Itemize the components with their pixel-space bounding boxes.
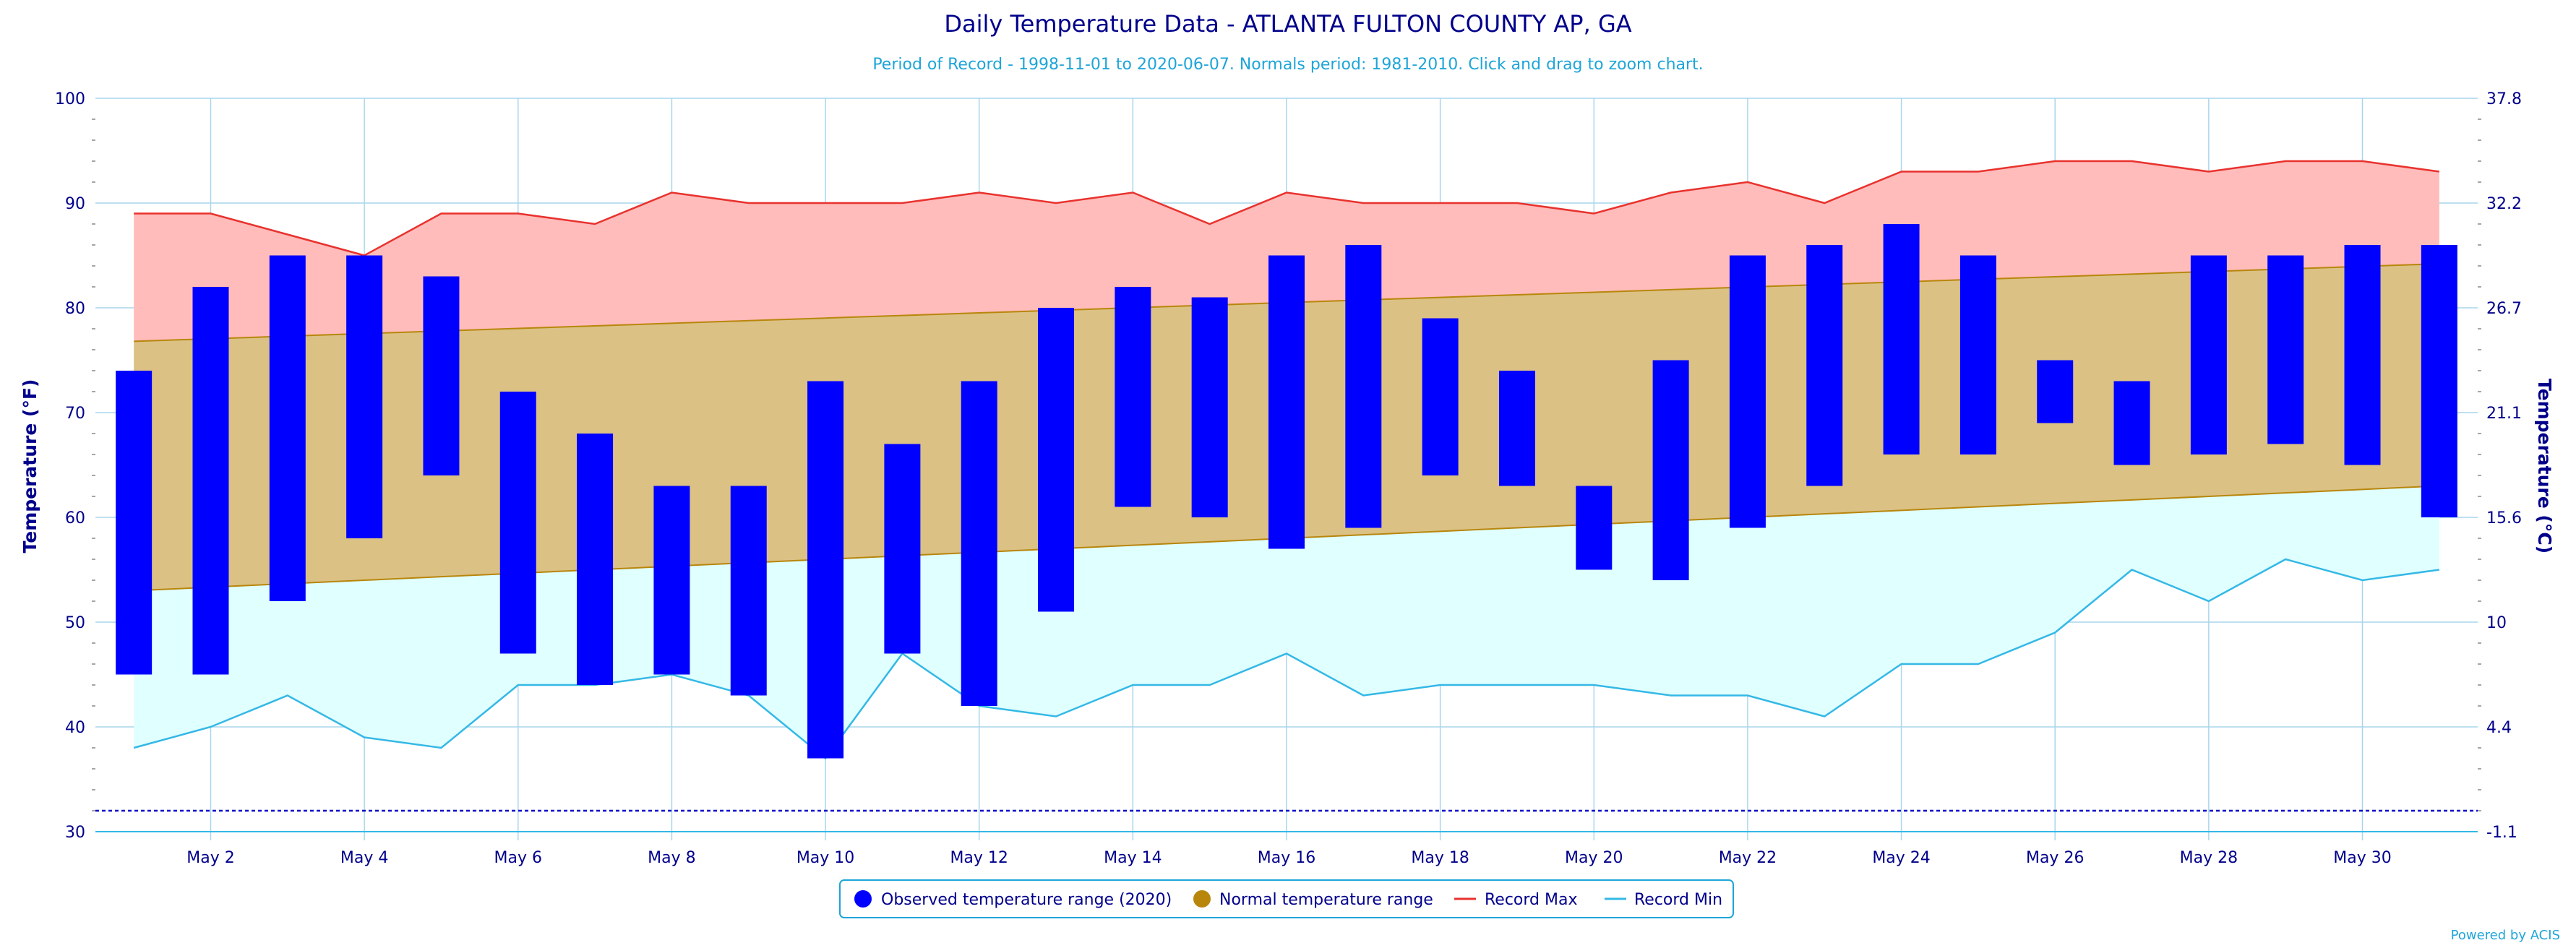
observed-bar-may-10[interactable]	[807, 381, 844, 759]
legend-label-normal: Normal temperature range	[1219, 891, 1433, 909]
legend-item-normal[interactable]: Normal temperature range	[1193, 890, 1433, 909]
observed-bar-may-29[interactable]	[2267, 255, 2304, 444]
observed-bar-may-5[interactable]	[423, 276, 460, 476]
observed-bar-may-16[interactable]	[1268, 255, 1305, 549]
y2-tick-label-1: 4.4	[2486, 719, 2512, 737]
legend-item-observed[interactable]: Observed temperature range (2020)	[854, 890, 1172, 909]
observed-bar-may-27[interactable]	[2113, 381, 2150, 465]
x-tick-label-26: May 26	[2026, 849, 2084, 867]
observed-bar-may-22[interactable]	[1729, 255, 1766, 528]
observed-bar-may-23[interactable]	[1806, 245, 1843, 486]
observed-bar-may-11[interactable]	[884, 444, 921, 654]
observed-bar-may-31[interactable]	[2421, 245, 2457, 517]
x-tick-label-18: May 18	[1411, 849, 1469, 867]
legend: Observed temperature range (2020) Normal…	[839, 879, 1734, 918]
x-tick-label-12: May 12	[950, 849, 1008, 867]
chart-subtitle: Period of Record - 1998-11-01 to 2020-06…	[872, 56, 1703, 74]
x-tick-label-8: May 8	[648, 849, 695, 867]
observed-bar-may-2[interactable]	[192, 287, 229, 675]
y2-tick-label-0: -1.1	[2486, 824, 2517, 842]
observed-bars	[116, 224, 2457, 759]
observed-bar-may-15[interactable]	[1191, 297, 1228, 518]
x-tick-label-30: May 30	[2333, 849, 2391, 867]
x-tick-label-22: May 22	[1719, 849, 1777, 867]
legend-item-record-max[interactable]: Record Max	[1454, 891, 1578, 909]
record-max-line	[134, 160, 2440, 257]
y-axis-title-right: Temperature (°C)	[2534, 379, 2555, 553]
x-tick-label-20: May 20	[1565, 849, 1623, 867]
observed-bar-may-3[interactable]	[269, 255, 306, 602]
observed-bar-may-12[interactable]	[961, 381, 997, 707]
observed-bar-may-1[interactable]	[116, 371, 153, 675]
legend-label-record-max: Record Max	[1485, 891, 1578, 909]
x-tick-label-2: May 2	[186, 849, 234, 867]
y2-tick-label-5: 26.7	[2486, 300, 2522, 318]
y-tick-label-60: 60	[65, 509, 85, 527]
observed-bar-may-18[interactable]	[1422, 318, 1459, 476]
x-tick-label-24: May 24	[1872, 849, 1930, 867]
observed-bar-may-28[interactable]	[2190, 255, 2227, 455]
chart-title: Daily Temperature Data - ATLANTA FULTON …	[944, 10, 1631, 38]
observed-bar-may-20[interactable]	[1576, 486, 1613, 570]
y2-tick-label-3: 15.6	[2486, 509, 2522, 527]
legend-label-record-min: Record Min	[1634, 891, 1722, 909]
y-tick-label-40: 40	[65, 719, 85, 737]
y-tick-label-80: 80	[65, 300, 85, 318]
y-tick-label-50: 50	[65, 614, 85, 632]
observed-bar-may-26[interactable]	[2037, 360, 2074, 423]
y2-tick-label-7: 37.8	[2486, 90, 2522, 108]
observed-bar-may-17[interactable]	[1345, 245, 1382, 528]
axes: 30 -1.1 40 4.4 50 10 60 15.6 70 21.1 80 26.7 90 32.2 1…	[55, 90, 2522, 867]
y-axis-title-left: Temperature (°F)	[20, 379, 40, 553]
legend-item-record-min[interactable]: Record Min	[1605, 891, 1722, 909]
observed-bar-may-25[interactable]	[1959, 255, 1996, 455]
y-tick-label-30: 30	[65, 824, 85, 842]
observed-bar-may-6[interactable]	[499, 392, 536, 654]
legend-box	[839, 879, 1734, 918]
y-tick-label-100: 100	[55, 90, 85, 108]
x-tick-label-14: May 14	[1104, 849, 1162, 867]
observed-bar-may-8[interactable]	[653, 486, 690, 675]
record-max-area	[134, 161, 2439, 342]
x-tick-label-6: May 6	[494, 849, 542, 867]
observed-bar-may-9[interactable]	[730, 486, 767, 696]
y-tick-label-70: 70	[65, 405, 85, 423]
legend-marker-normal	[1193, 890, 1211, 908]
acis-credit[interactable]: Powered by ACIS	[2451, 928, 2560, 943]
observed-bar-may-7[interactable]	[577, 434, 614, 685]
record-min-line	[133, 558, 2440, 760]
legend-marker-observed	[854, 890, 872, 908]
legend-label-observed: Observed temperature range (2020)	[881, 891, 1172, 909]
observed-bar-may-21[interactable]	[1652, 360, 1689, 581]
y-tick-label-90: 90	[65, 195, 85, 213]
x-tick-label-4: May 4	[340, 849, 388, 867]
observed-bar-may-13[interactable]	[1038, 308, 1075, 612]
observed-bar-may-14[interactable]	[1115, 287, 1151, 507]
observed-bar-may-19[interactable]	[1498, 371, 1535, 486]
y2-tick-label-4: 21.1	[2486, 405, 2522, 423]
observed-bar-may-24[interactable]	[1883, 224, 1920, 454]
x-tick-label-16: May 16	[1258, 849, 1315, 867]
x-tick-label-28: May 28	[2180, 849, 2238, 867]
x-tick-label-10: May 10	[797, 849, 854, 867]
y2-tick-label-6: 32.2	[2486, 195, 2522, 213]
observed-bar-may-4[interactable]	[346, 255, 383, 539]
y2-tick-label-2: 10	[2486, 614, 2507, 632]
observed-bar-may-30[interactable]	[2344, 245, 2381, 465]
